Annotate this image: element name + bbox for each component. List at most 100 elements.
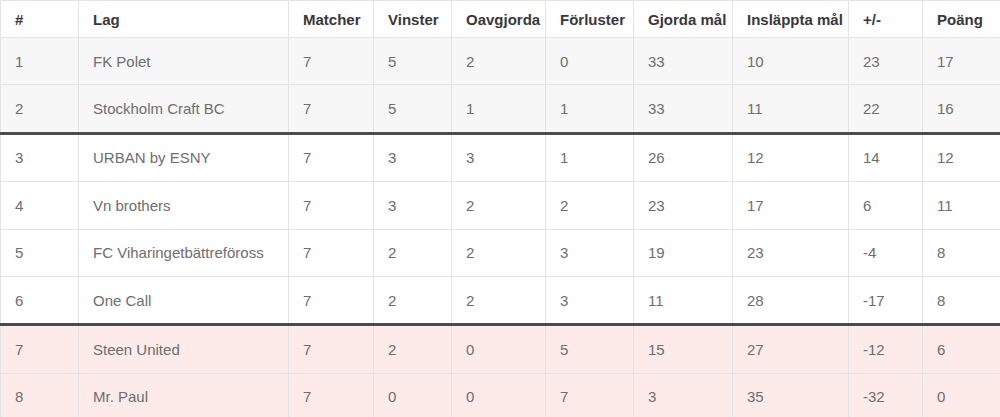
league-standings-table: #LagMatcherVinsterOavgjordaFörlusterGjor…	[0, 0, 1000, 417]
cell-position: 2	[1, 85, 79, 133]
cell-draws: 0	[452, 373, 546, 417]
cell-goals_against: 12	[733, 133, 849, 181]
cell-position: 8	[1, 373, 79, 417]
cell-points: 8	[923, 229, 1000, 276]
cell-draws: 0	[452, 325, 546, 373]
cell-losses: 3	[546, 276, 634, 324]
cell-matches: 7	[289, 229, 374, 276]
cell-wins: 5	[374, 38, 452, 85]
cell-goal_diff: 22	[849, 85, 923, 133]
cell-wins: 2	[374, 325, 452, 373]
cell-losses: 0	[546, 38, 634, 85]
table-row: 3URBAN by ESNY733126121412	[1, 133, 1000, 181]
cell-goals_against: 17	[733, 182, 849, 229]
cell-position: 7	[1, 325, 79, 373]
column-header-goals_for: Gjorda mål	[634, 1, 733, 38]
cell-losses: 7	[546, 373, 634, 417]
cell-team: Vn brothers	[79, 182, 289, 229]
cell-goal_diff: 14	[849, 133, 923, 181]
cell-goals_against: 28	[733, 276, 849, 324]
cell-matches: 7	[289, 182, 374, 229]
cell-points: 0	[923, 373, 1000, 417]
cell-points: 8	[923, 276, 1000, 324]
cell-goals_against: 23	[733, 229, 849, 276]
column-header-team: Lag	[79, 1, 289, 38]
cell-position: 5	[1, 229, 79, 276]
table-row: 1FK Polet752033102317	[1, 38, 1000, 85]
cell-points: 6	[923, 325, 1000, 373]
table-row: 7Steen United72051527-126	[1, 325, 1000, 373]
cell-position: 1	[1, 38, 79, 85]
table-row: 6One Call72231128-178	[1, 276, 1000, 324]
table-row: 5FC Viharingetbättreföross72231923-48	[1, 229, 1000, 276]
cell-goal_diff: -4	[849, 229, 923, 276]
cell-matches: 7	[289, 85, 374, 133]
cell-matches: 7	[289, 325, 374, 373]
cell-draws: 3	[452, 133, 546, 181]
cell-goal_diff: -32	[849, 373, 923, 417]
cell-goals_against: 10	[733, 38, 849, 85]
cell-position: 4	[1, 182, 79, 229]
cell-losses: 1	[546, 133, 634, 181]
column-header-goal_diff: +/-	[849, 1, 923, 38]
column-header-points: Poäng	[923, 1, 1000, 38]
table-row: 2Stockholm Craft BC751133112216	[1, 85, 1000, 133]
cell-position: 6	[1, 276, 79, 324]
cell-draws: 2	[452, 229, 546, 276]
cell-goals_for: 3	[634, 373, 733, 417]
table-row: 4Vn brothers73222317611	[1, 182, 1000, 229]
cell-goals_for: 26	[634, 133, 733, 181]
cell-wins: 2	[374, 276, 452, 324]
cell-losses: 3	[546, 229, 634, 276]
cell-draws: 2	[452, 276, 546, 324]
column-header-wins: Vinster	[374, 1, 452, 38]
column-header-losses: Förluster	[546, 1, 634, 38]
cell-matches: 7	[289, 373, 374, 417]
cell-points: 12	[923, 133, 1000, 181]
cell-draws: 2	[452, 38, 546, 85]
cell-goal_diff: 23	[849, 38, 923, 85]
cell-goals_for: 33	[634, 38, 733, 85]
cell-points: 17	[923, 38, 1000, 85]
cell-goal_diff: 6	[849, 182, 923, 229]
cell-wins: 2	[374, 229, 452, 276]
cell-team: One Call	[79, 276, 289, 324]
cell-team: Steen United	[79, 325, 289, 373]
column-header-draws: Oavgjorda	[452, 1, 546, 38]
cell-team: Mr. Paul	[79, 373, 289, 417]
table-row: 8Mr. Paul7007335-320	[1, 373, 1000, 417]
cell-team: URBAN by ESNY	[79, 133, 289, 181]
cell-wins: 3	[374, 182, 452, 229]
cell-losses: 1	[546, 85, 634, 133]
cell-goals_for: 11	[634, 276, 733, 324]
cell-points: 16	[923, 85, 1000, 133]
cell-points: 11	[923, 182, 1000, 229]
cell-team: FK Polet	[79, 38, 289, 85]
cell-team: Stockholm Craft BC	[79, 85, 289, 133]
cell-goals_for: 19	[634, 229, 733, 276]
cell-wins: 5	[374, 85, 452, 133]
cell-wins: 3	[374, 133, 452, 181]
cell-goals_for: 15	[634, 325, 733, 373]
cell-losses: 5	[546, 325, 634, 373]
cell-position: 3	[1, 133, 79, 181]
cell-goals_for: 33	[634, 85, 733, 133]
table-body: 1FK Polet7520331023172Stockholm Craft BC…	[1, 38, 1000, 417]
column-header-matches: Matcher	[289, 1, 374, 38]
table-header-row: #LagMatcherVinsterOavgjordaFörlusterGjor…	[1, 1, 1000, 38]
cell-goal_diff: -12	[849, 325, 923, 373]
cell-goals_for: 23	[634, 182, 733, 229]
cell-matches: 7	[289, 38, 374, 85]
cell-goal_diff: -17	[849, 276, 923, 324]
cell-goals_against: 11	[733, 85, 849, 133]
cell-goals_against: 35	[733, 373, 849, 417]
cell-draws: 2	[452, 182, 546, 229]
cell-matches: 7	[289, 276, 374, 324]
table-header: #LagMatcherVinsterOavgjordaFörlusterGjor…	[1, 1, 1000, 38]
cell-wins: 0	[374, 373, 452, 417]
cell-team: FC Viharingetbättreföross	[79, 229, 289, 276]
cell-draws: 1	[452, 85, 546, 133]
column-header-goals_against: Insläppta mål	[733, 1, 849, 38]
cell-losses: 2	[546, 182, 634, 229]
column-header-position: #	[1, 1, 79, 38]
